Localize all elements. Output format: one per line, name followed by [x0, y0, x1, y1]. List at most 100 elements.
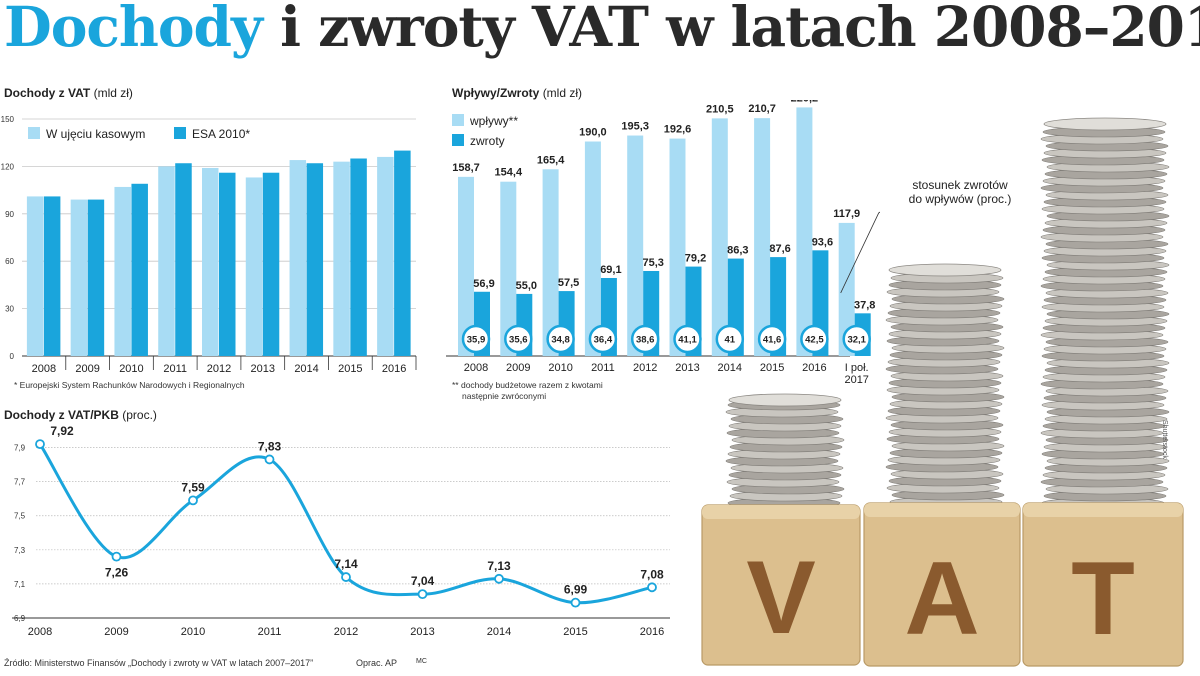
data-label-wplywy: 195,3 — [621, 121, 649, 133]
data-point — [111, 551, 122, 562]
ratio-label: 34,8 — [551, 335, 570, 346]
block-letter: A — [904, 541, 979, 657]
ratio-label: 35,6 — [509, 335, 528, 346]
vat-gdp-line-chart: 6,97,17,37,57,77,97,9220087,2620097,5920… — [12, 425, 670, 638]
ratio-circle — [461, 324, 491, 354]
data-label-zwroty: 37,8 — [854, 299, 875, 311]
data-label-wplywy: 165,4 — [537, 154, 565, 166]
bar-wplywy — [796, 107, 813, 356]
x-tick-label: 2009 — [75, 363, 99, 375]
x-tick-label: 2009 — [506, 362, 530, 374]
bar-esa — [43, 196, 61, 356]
data-label-zwroty: 79,2 — [685, 253, 706, 265]
x-tick-label: 2015 — [563, 626, 587, 638]
x-tick-label: 2008 — [32, 363, 56, 375]
ratio-label: 36,4 — [594, 335, 613, 346]
coin-top — [888, 263, 1002, 277]
data-label-zwroty: 86,3 — [727, 245, 748, 257]
data-point — [494, 573, 504, 584]
legend-swatch — [174, 127, 186, 139]
data-label-zwroty: 75,3 — [642, 257, 663, 269]
credits: Oprac. AP — [356, 658, 398, 668]
data-label-zwroty: 87,6 — [769, 243, 790, 255]
x-tick-label: 2016 — [802, 362, 826, 374]
x-tick-label: 2014 — [487, 626, 511, 638]
bar-wplywy — [500, 181, 517, 356]
data-label-zwroty: 57,5 — [558, 277, 579, 289]
coin-top — [1043, 117, 1167, 131]
bar-esa — [175, 163, 192, 356]
x-tick-label: 2010 — [548, 362, 572, 374]
y-tick-label: 90 — [5, 210, 14, 219]
bar-esa — [131, 183, 148, 356]
y-tick-label: 30 — [5, 305, 14, 314]
data-label-zwroty: 56,9 — [473, 278, 494, 290]
x-tick-label: 2010 — [119, 363, 143, 375]
data-point — [264, 454, 275, 465]
x-tick-label: 2016 — [640, 626, 664, 638]
data-point — [188, 495, 198, 506]
bar-wplywy — [458, 176, 474, 356]
legend-swatch — [452, 134, 464, 146]
x-tick-label: 2009 — [104, 626, 128, 638]
ratio-circle — [800, 324, 829, 354]
data-label-zwroty: 55,0 — [516, 280, 537, 292]
data-label: 7,08 — [640, 567, 664, 581]
bar-esa — [262, 172, 280, 356]
x-tick-label: I poł. — [845, 362, 869, 374]
x-tick-label: 2012 — [334, 626, 358, 638]
y-tick-label: 120 — [1, 162, 15, 171]
ratio-label: 41,1 — [678, 335, 697, 346]
data-label: 7,59 — [181, 480, 205, 494]
data-label: 7,04 — [411, 574, 435, 588]
data-point — [35, 439, 45, 450]
legend-swatch — [28, 127, 40, 139]
x-tick-label: 2016 — [382, 363, 406, 375]
data-label-wplywy: 192,6 — [664, 124, 692, 136]
y-tick-label: 7,1 — [14, 580, 26, 589]
chart2-footnote-1: ** dochody budżetowe razem z kwotami — [452, 380, 603, 390]
ratio-label: 41,6 — [763, 335, 782, 346]
data-label-wplywy: 154,4 — [495, 167, 523, 179]
bar-wplywy — [838, 222, 855, 356]
data-label-wplywy: 210,7 — [748, 103, 776, 115]
legend-label: ESA 2010* — [192, 127, 250, 141]
data-point — [647, 582, 657, 593]
bar-kasowy — [289, 160, 307, 356]
x-tick-label: 2017 — [844, 374, 868, 386]
data-label: 7,13 — [487, 559, 511, 573]
block-letter: V — [746, 540, 815, 656]
x-tick-label: 2010 — [181, 626, 205, 638]
x-tick-label: 2014 — [718, 362, 742, 374]
inflow-refund-bar-chart: 158,7 56,9 35,9 2008 154,4 55,0 35,6 2009 165,4 5… — [446, 100, 880, 386]
ratio-circle — [504, 324, 533, 354]
chart1-title: Dochody z VAT (mld zł) — [4, 86, 133, 100]
bar-kasowy — [114, 186, 131, 356]
y-tick-label: 0 — [10, 352, 15, 361]
bar-wplywy — [584, 141, 601, 356]
bar-esa — [87, 199, 105, 356]
data-label-wplywy: 117,9 — [833, 208, 860, 220]
legend-label: zwroty — [470, 134, 505, 148]
data-label-zwroty: 93,6 — [812, 236, 833, 248]
y-tick-label: 7,9 — [14, 444, 26, 453]
bar-esa — [219, 172, 236, 356]
bar-esa — [394, 150, 411, 356]
source-note: Źródło: Ministerstwo Finansów „Dochody i… — [4, 658, 314, 668]
legend-swatch — [452, 114, 464, 126]
data-label: 7,14 — [334, 557, 358, 571]
x-tick-label: 2012 — [633, 362, 657, 374]
data-label-zwroty: 69,1 — [600, 264, 621, 276]
bar-wplywy — [754, 118, 771, 356]
data-label: 7,92 — [50, 425, 74, 438]
bar-kasowy — [158, 166, 175, 356]
ratio-circle — [757, 324, 787, 354]
data-label: 6,99 — [564, 583, 588, 597]
vat-gdp-line — [38, 443, 653, 605]
credits-2: MC — [416, 658, 427, 665]
bar-kasowy — [202, 167, 219, 356]
data-label-wplywy: 190,0 — [579, 127, 607, 139]
bar-wplywy — [627, 135, 644, 356]
data-label-wplywy: 158,7 — [452, 162, 480, 174]
